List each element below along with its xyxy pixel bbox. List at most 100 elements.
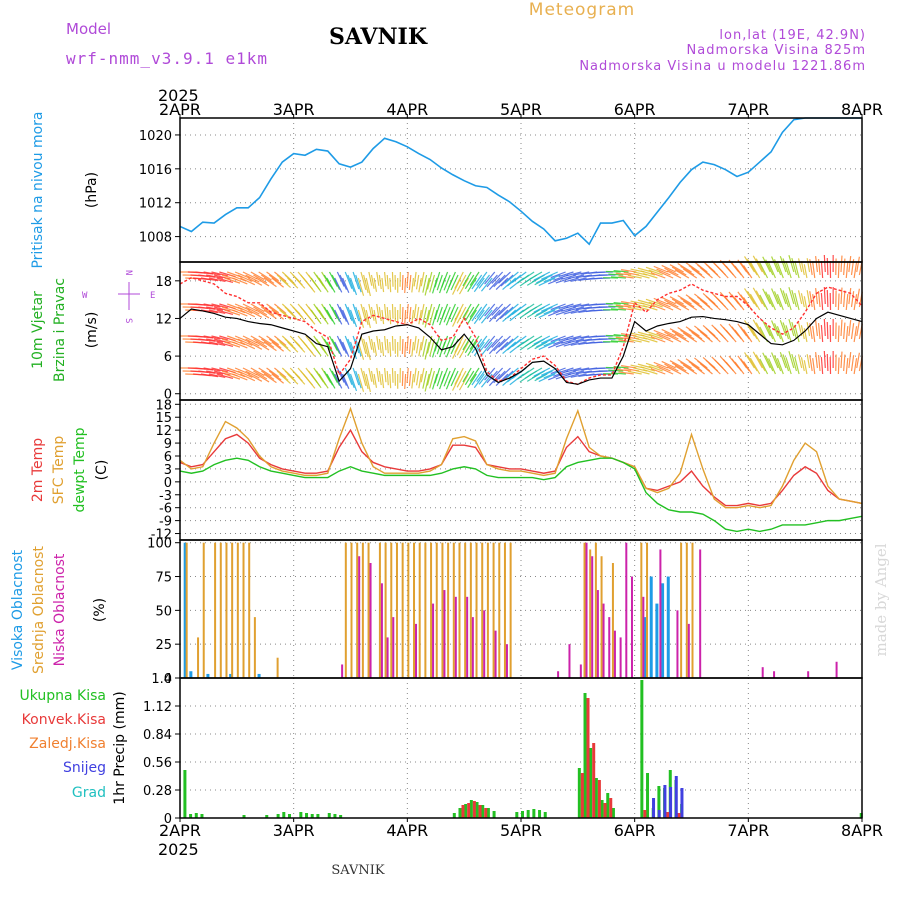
- wind-barb: [342, 277, 350, 293]
- wind-barb: [615, 272, 632, 276]
- wind-barb: [840, 351, 843, 369]
- wind-barb: [543, 274, 561, 283]
- wind-barb: [450, 274, 459, 291]
- mid-cloud-bar: [469, 542, 472, 678]
- wind-barb: [511, 271, 527, 283]
- wind-barb: [211, 367, 228, 373]
- wind-barb: [680, 297, 695, 308]
- wind-barb: [381, 309, 385, 325]
- panel-2-ytick-label: 9: [164, 437, 172, 452]
- wind-barb: [401, 338, 404, 355]
- wind-barb: [456, 338, 467, 356]
- total-precip-bar: [276, 814, 280, 818]
- wind-barb: [357, 309, 365, 328]
- wind-barb: [456, 370, 467, 388]
- wind-barb: [661, 296, 677, 305]
- wind-barb: [471, 306, 483, 322]
- wind-barb: [674, 365, 690, 375]
- high-cloud-bar: [644, 617, 648, 678]
- temp-line-2m: [179, 428, 863, 507]
- wind-barb: [347, 306, 355, 325]
- total-precip-bar: [299, 812, 303, 818]
- wind-barb: [561, 370, 577, 376]
- wind-barb: [263, 373, 277, 384]
- wind-barb: [491, 271, 504, 284]
- wind-barb: [682, 300, 698, 311]
- wind-barb: [785, 357, 792, 375]
- wind-barb: [424, 277, 430, 296]
- total-precip-bar: [481, 805, 485, 818]
- wind-barb: [820, 325, 824, 343]
- wind-barb: [336, 335, 345, 351]
- total-precip-bar: [640, 680, 644, 818]
- low-cloud-bar: [432, 603, 435, 678]
- wind-barb: [699, 331, 713, 343]
- wind-barb: [255, 341, 270, 351]
- panel-2-ytick-label: 12: [155, 424, 172, 439]
- wind-barb: [677, 295, 692, 305]
- wind-barb: [232, 277, 248, 285]
- wind-barb: [401, 274, 404, 291]
- wind-barb: [363, 274, 369, 294]
- wind-barb: [699, 267, 713, 279]
- wind-barb: [376, 335, 380, 350]
- wind-barb: [762, 320, 771, 337]
- wind-barb: [791, 321, 798, 340]
- cloud-title-3: Niska Oblacnost: [52, 553, 68, 666]
- compass-s: S: [123, 318, 133, 323]
- wind-barb: [378, 370, 382, 386]
- wind-barb: [608, 305, 624, 308]
- panel-4-ytick-label: 1.4: [151, 672, 172, 687]
- temp-title-1: 2m Temp: [30, 438, 46, 502]
- wind-barb: [357, 373, 365, 392]
- meteogram-title: Meteogram: [529, 0, 635, 20]
- wind-barb: [434, 335, 441, 352]
- snow-bar: [680, 788, 684, 818]
- wind-barb: [368, 367, 373, 382]
- wind-barb: [845, 294, 849, 311]
- wind-barb: [206, 370, 224, 375]
- wind-barb: [658, 335, 674, 343]
- wind-barb: [420, 271, 425, 287]
- wind-barb: [469, 335, 480, 350]
- wind-barb: [240, 309, 256, 318]
- wind-barb: [480, 277, 493, 292]
- legend-total: Ukupna Kisa: [19, 688, 106, 704]
- xtick-label-bottom: 6APR: [614, 821, 656, 840]
- wind-barb: [522, 335, 535, 345]
- wind-barb: [853, 326, 858, 343]
- conv-precip-bar: [666, 812, 670, 818]
- conv-precip-bar: [603, 803, 607, 818]
- wind-barb: [570, 341, 587, 346]
- station-title: SAVNIK: [329, 24, 428, 50]
- wind-barb: [411, 341, 415, 357]
- low-cloud-bar: [494, 630, 497, 678]
- wind-barb: [820, 261, 824, 279]
- wind-barb: [253, 274, 268, 284]
- wind-barb: [347, 274, 355, 293]
- wind-barb: [498, 335, 511, 348]
- xtick-label-top: 6APR: [614, 100, 656, 119]
- wind-barb: [464, 274, 475, 290]
- wind-barb: [360, 367, 367, 387]
- wind-barb: [357, 277, 365, 296]
- wind-barb: [276, 274, 289, 285]
- wind-barb: [826, 289, 829, 308]
- wind-barb: [618, 371, 634, 375]
- wind-barb: [533, 303, 551, 313]
- wind-barb: [785, 325, 792, 343]
- wind-barb: [406, 303, 409, 320]
- wind-barb: [650, 304, 666, 311]
- wind-barb: [788, 319, 795, 337]
- xtick-label-bottom: 2APR: [159, 821, 201, 840]
- wind-barb: [645, 330, 661, 337]
- wind-barb: [378, 306, 382, 322]
- wind-barb: [650, 368, 666, 375]
- wind-barb: [734, 329, 745, 343]
- total-precip-bar: [492, 811, 496, 818]
- wind-barb: [224, 373, 241, 380]
- low-cloud-bar: [596, 590, 599, 678]
- snow-bar: [663, 785, 667, 818]
- xtick-label-top: 7APR: [727, 100, 769, 119]
- wind-barb: [473, 309, 485, 325]
